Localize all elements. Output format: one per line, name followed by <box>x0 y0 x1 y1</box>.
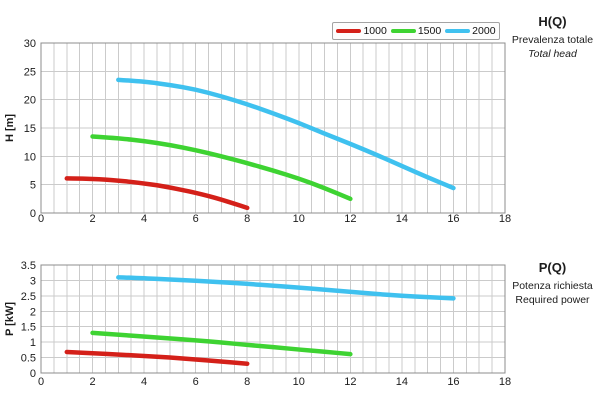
y-tick-label: 1 <box>30 337 36 349</box>
y-tick-label: 1.5 <box>21 322 36 334</box>
plot-border <box>40 264 506 374</box>
x-tick-label: 16 <box>447 213 459 225</box>
series-1000-curve <box>64 349 250 366</box>
legend-item-1500: 1500 <box>390 25 442 37</box>
h-q-chart: 0 2 4 6 8 10 12 14 16 18 0 5 10 15 20 25 30 H [m] <box>4 38 511 225</box>
p-chart-subtitle-en: Required power <box>515 293 590 306</box>
x-tick-label: 0 <box>38 376 44 388</box>
y-tick-label: 5 <box>30 180 36 192</box>
y-tick-label: 20 <box>24 95 36 107</box>
x-tick-label: 4 <box>141 376 147 388</box>
x-tick-label: 10 <box>293 213 305 225</box>
x-tick-label: 10 <box>293 376 305 388</box>
h-chart-subtitle-en: Total head <box>528 47 577 60</box>
legend-label-1000: 1000 <box>363 25 387 37</box>
x-tick-label: 16 <box>447 376 459 388</box>
h-chart-title-block: H(Q) Prevalenza totale Total head <box>505 13 600 61</box>
x-tick-label: 14 <box>396 376 408 388</box>
x-tick-label: 14 <box>396 213 408 225</box>
p-chart-title: P(Q) <box>538 260 567 275</box>
legend-line-2000-icon <box>445 29 471 33</box>
y-tick-label: 25 <box>24 66 36 78</box>
x-tick-label: 6 <box>193 213 199 225</box>
x-tick-label: 8 <box>244 213 250 225</box>
x-tick-label: 8 <box>244 376 250 388</box>
x-tick-label: 18 <box>499 213 511 225</box>
x-tick-label: 12 <box>344 213 356 225</box>
y-tick-label: 0 <box>30 368 36 380</box>
legend-label-1500: 1500 <box>417 25 442 37</box>
y-tick-label: 30 <box>24 38 36 50</box>
x-tick-label: 2 <box>89 376 95 388</box>
legend-item-1000: 1000 <box>336 25 387 37</box>
series-2000-curve <box>116 275 456 301</box>
y-tick-label: 2 <box>30 306 36 318</box>
y-tick-label: 2.5 <box>21 291 36 303</box>
x-tick-label: 12 <box>344 376 356 388</box>
y-tick-label: 0 <box>30 208 36 220</box>
series-1500-curve <box>90 330 353 357</box>
legend-label-2000: 2000 <box>472 25 496 37</box>
h-chart-title: H(Q) <box>538 14 567 29</box>
x-tick-label: 0 <box>38 213 44 225</box>
series-1000-curve <box>64 176 250 211</box>
p-chart-subtitle-it: Potenza richiesta <box>512 279 593 292</box>
series-2000-curve <box>116 77 456 191</box>
y-tick-label: 15 <box>24 123 36 135</box>
h-chart-subtitle-it: Prevalenza totale <box>511 33 594 46</box>
y-tick-label: 0.5 <box>21 353 36 365</box>
y-tick-label: 3 <box>30 275 36 287</box>
y-tick-label: 10 <box>24 151 36 163</box>
y-tick-label: 3.5 <box>21 260 36 272</box>
legend-line-1500-icon <box>390 29 416 33</box>
series-1500-curve <box>90 134 353 202</box>
x-tick-label: 2 <box>89 213 95 225</box>
plot-border <box>40 42 506 214</box>
x-tick-label: 6 <box>193 376 199 388</box>
p-axis-label: P [kW] <box>4 302 16 336</box>
x-tick-label: 18 <box>499 376 511 388</box>
x-tick-label: 4 <box>141 213 147 225</box>
legend-item-2000: 2000 <box>445 25 496 37</box>
h-axis-label: H [m] <box>4 114 16 142</box>
p-chart-title-block: P(Q) Potenza richiesta Required power <box>505 259 600 307</box>
legend: 1000 1500 2000 <box>332 22 500 40</box>
legend-line-1000-icon <box>336 29 362 33</box>
